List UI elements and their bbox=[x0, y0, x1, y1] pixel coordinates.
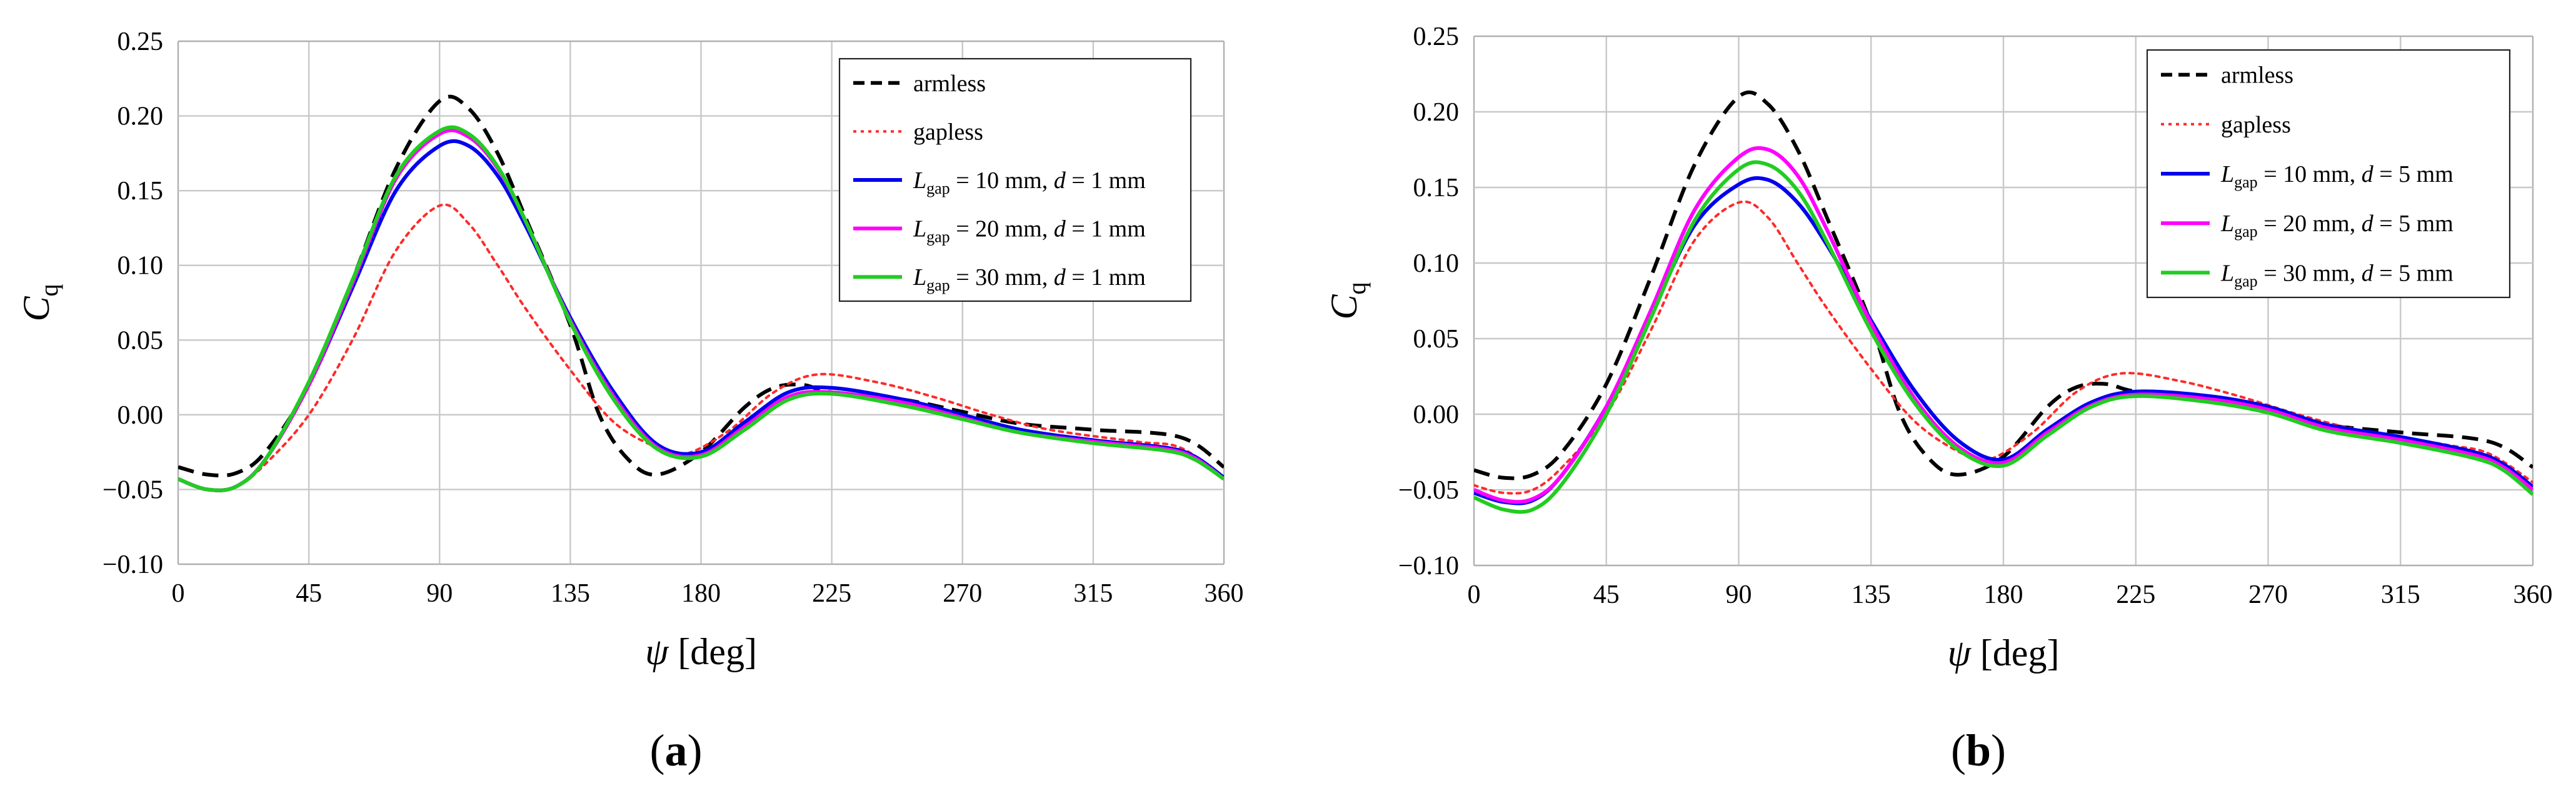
y-axis-label: Cq bbox=[1323, 282, 1371, 319]
legend-label-l30: Lgap = 30 mm, d = 5 mm bbox=[2220, 260, 2453, 290]
legend-label-armless: armless bbox=[913, 71, 986, 97]
x-tick-label: 90 bbox=[426, 579, 453, 608]
x-tick-label: 0 bbox=[172, 579, 185, 608]
x-tick-label: 0 bbox=[1468, 580, 1481, 609]
y-tick-label: −0.05 bbox=[1398, 476, 1459, 505]
series-line-gapless bbox=[178, 203, 1224, 492]
y-tick-label: 0.10 bbox=[1413, 249, 1460, 278]
x-tick-label: 225 bbox=[812, 579, 851, 608]
legend-label-gapless: gapless bbox=[2221, 112, 2291, 138]
y-tick-label: 0.20 bbox=[1413, 98, 1460, 127]
series-line-l30 bbox=[1474, 160, 2533, 514]
y-tick-label: −0.05 bbox=[103, 475, 163, 504]
panel-label: (a) bbox=[650, 725, 703, 775]
series-line-l20 bbox=[1474, 146, 2533, 504]
legend: armless gapless Lgap = 10 mm, d = 1 mm Lgap… bbox=[838, 57, 1192, 302]
chart-panel-b: 0 45 90 135 180 225 270 315 360 −0.10 −0.05 0.00 0.0… bbox=[1323, 22, 2553, 775]
y-tick-label: 0.05 bbox=[118, 326, 164, 355]
y-tick-label: 0.25 bbox=[118, 27, 164, 56]
y-tick-label: 0.20 bbox=[118, 102, 164, 131]
x-tick-label: 360 bbox=[2513, 580, 2553, 609]
legend-label-l20: Lgap = 20 mm, d = 5 mm bbox=[2220, 211, 2453, 241]
x-axis-label: ψ [deg] bbox=[645, 631, 757, 672]
x-tick-label: 135 bbox=[551, 579, 590, 608]
series-line-l30 bbox=[178, 125, 1224, 492]
legend-label-l30: Lgap = 30 mm, d = 1 mm bbox=[913, 264, 1146, 294]
legend: armless gapless Lgap = 10 mm, d = 5 mm Lgap… bbox=[2146, 49, 2511, 299]
y-tick-label: 0.10 bbox=[118, 252, 164, 281]
y-axis-label: Cq bbox=[16, 284, 63, 321]
y-tick-label: 0.15 bbox=[118, 177, 164, 206]
series-group bbox=[1474, 90, 2533, 514]
x-tick-label: 135 bbox=[1852, 580, 1891, 609]
y-tick-label: 0.25 bbox=[1413, 22, 1460, 51]
legend-label-l20: Lgap = 20 mm, d = 1 mm bbox=[913, 216, 1146, 246]
x-tick-label: 315 bbox=[2381, 580, 2420, 609]
x-axis-label: ψ [deg] bbox=[1948, 632, 2060, 674]
legend-label-l10: Lgap = 10 mm, d = 1 mm bbox=[913, 167, 1146, 197]
x-tick-label: 180 bbox=[1984, 580, 2023, 609]
y-tick-label: −0.10 bbox=[1398, 552, 1459, 580]
x-tick-label: 90 bbox=[1726, 580, 1752, 609]
legend-label-armless: armless bbox=[2221, 62, 2293, 89]
panel-label: (b) bbox=[1951, 725, 2006, 775]
y-tick-label: 0.15 bbox=[1413, 174, 1460, 202]
x-tick-label: 45 bbox=[296, 579, 322, 608]
y-tick-label: 0.00 bbox=[118, 401, 164, 430]
legend-label-gapless: gapless bbox=[913, 119, 983, 145]
legend-label-l10: Lgap = 10 mm, d = 5 mm bbox=[2220, 161, 2453, 191]
x-tick-label: 45 bbox=[1593, 580, 1620, 609]
x-tick-label: 315 bbox=[1073, 579, 1113, 608]
y-tick-label: 0.05 bbox=[1413, 325, 1460, 354]
y-tick-label: 0.00 bbox=[1413, 400, 1460, 429]
x-tick-label: 225 bbox=[2116, 580, 2155, 609]
x-tick-label: 270 bbox=[943, 579, 982, 608]
y-tick-label: −0.10 bbox=[103, 550, 163, 579]
x-tick-label: 270 bbox=[2248, 580, 2288, 609]
x-tick-label: 360 bbox=[1205, 579, 1244, 608]
x-tick-label: 180 bbox=[681, 579, 721, 608]
chart-panel-a: 0 45 90 135 180 225 270 315 360 −0.10 −0.05 0.00 0.0… bbox=[16, 27, 1244, 775]
series-group bbox=[178, 94, 1224, 492]
